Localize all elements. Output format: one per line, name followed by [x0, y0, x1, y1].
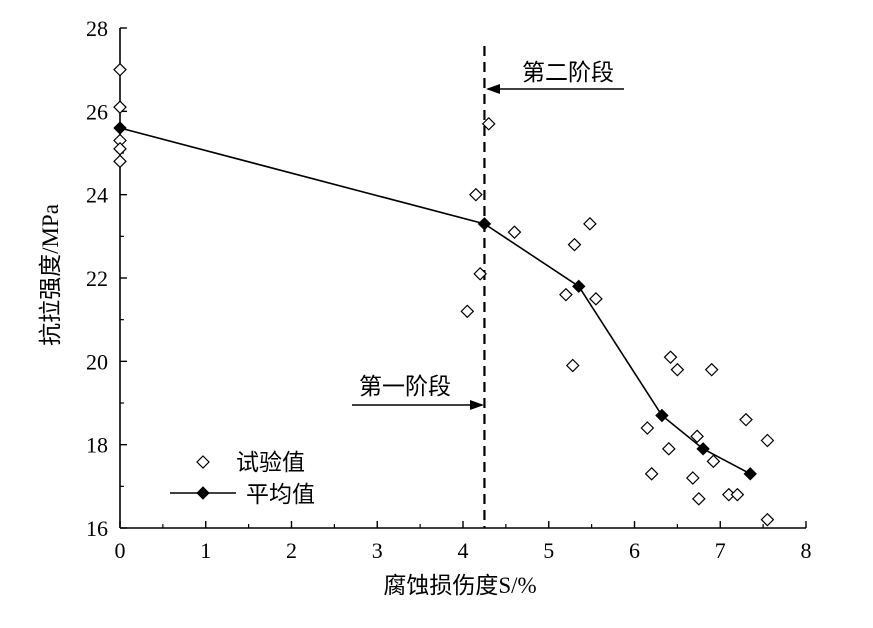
- legend-open-diamond-marker: [196, 455, 210, 469]
- test-value-point: [685, 471, 700, 485]
- test-value-point: [559, 287, 573, 302]
- legend-label-test: 试验值: [236, 450, 305, 475]
- average-value-point: [696, 442, 710, 456]
- test-value-point: [113, 62, 127, 77]
- test-value-point: [670, 362, 685, 377]
- test-value-point: [113, 100, 127, 115]
- stage-two-annotation: 第二阶段: [486, 60, 624, 94]
- test-value-point: [706, 454, 721, 469]
- test-value-point: [640, 421, 655, 435]
- x-tick-labels: 0 1 2 3 4 5 6 7 8: [115, 538, 812, 563]
- test-value-point: [661, 441, 676, 456]
- x-tick-label: 2: [286, 538, 297, 563]
- test-value-point: [460, 304, 475, 319]
- test-value-point: [113, 154, 127, 169]
- test-value-point: [481, 116, 496, 131]
- average-value-point: [477, 217, 492, 231]
- x-tick-label: 4: [458, 538, 469, 563]
- x-tick-label: 3: [372, 538, 383, 563]
- test-value-point: [691, 491, 706, 506]
- x-tick-label: 8: [801, 538, 812, 563]
- stage-one-label: 第一阶段: [359, 374, 451, 399]
- y-tick-label: 20: [86, 349, 108, 374]
- average-value-point: [113, 121, 127, 135]
- test-value-point: [583, 216, 597, 231]
- test-value-point: [704, 362, 719, 377]
- y-tick-label: 28: [86, 16, 108, 41]
- x-tick-label: 5: [543, 538, 554, 563]
- y-tick-label: 24: [86, 183, 108, 208]
- average-value-point: [572, 279, 586, 294]
- test-value-point: [113, 141, 127, 156]
- y-tick-label: 18: [86, 433, 108, 458]
- test-value-point: [567, 237, 582, 252]
- test-value-point: [565, 358, 580, 373]
- stage-one-arrow-head: [470, 400, 484, 410]
- test-value-point: [589, 291, 603, 306]
- test-value-point: [473, 266, 487, 281]
- test-value-point: [663, 350, 678, 365]
- stage-two-arrow-head: [486, 84, 500, 94]
- test-value-point: [760, 433, 775, 448]
- average-series-line: [119, 127, 751, 475]
- average-value-points: [113, 121, 757, 481]
- x-tick-label: 7: [715, 538, 726, 563]
- x-tick-label: 1: [200, 538, 211, 563]
- x-axis-title: 腐蚀损伤度S/%: [383, 573, 536, 598]
- y-tick-label: 16: [86, 516, 108, 541]
- average-value-point: [655, 408, 669, 423]
- y-tick-label: 22: [86, 266, 108, 291]
- stage-two-label: 第二阶段: [522, 60, 614, 85]
- y-axis-title: 抗拉强度/MPa: [38, 204, 63, 346]
- stage-one-annotation: 第一阶段: [352, 374, 484, 410]
- test-value-point: [760, 512, 775, 527]
- axis-ticks: [119, 27, 807, 529]
- y-tick-label: 26: [86, 99, 108, 124]
- legend-label-average: 平均值: [246, 482, 315, 507]
- test-value-point: [690, 429, 704, 444]
- y-tick-labels: 16 18 20 22 24 26 28: [86, 16, 108, 541]
- test-value-point: [507, 225, 522, 240]
- test-value-point: [730, 487, 745, 502]
- x-tick-label: 0: [115, 538, 126, 563]
- test-value-points: [113, 62, 775, 527]
- x-tick-label: 6: [629, 538, 640, 563]
- test-value-point: [644, 466, 659, 481]
- test-value-point: [739, 412, 753, 427]
- legend-filled-diamond-marker: [196, 486, 210, 500]
- legend: 试验值 平均值: [170, 450, 315, 507]
- test-value-point: [469, 187, 483, 202]
- average-value-point: [743, 467, 757, 481]
